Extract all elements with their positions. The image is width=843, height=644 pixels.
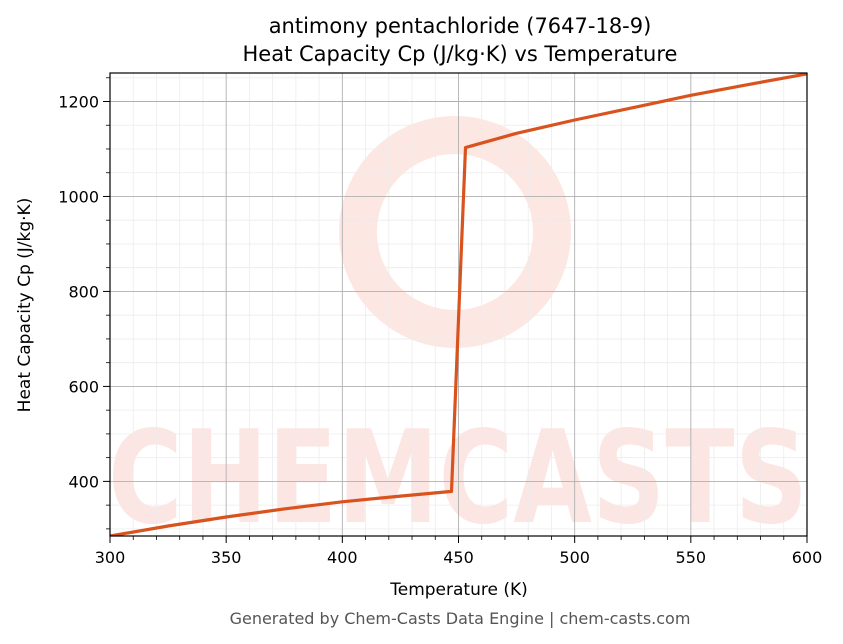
- y-tick-label: 1200: [58, 92, 99, 111]
- x-tick-label: 350: [211, 548, 242, 567]
- x-tick-label: 300: [95, 548, 126, 567]
- series-layer: [110, 73, 807, 536]
- x-tick-label: 500: [559, 548, 590, 567]
- series-line-0: [110, 73, 807, 536]
- x-axis-label: Temperature (K): [389, 580, 528, 600]
- y-tick-label: 800: [68, 282, 99, 301]
- y-tick-label: 400: [68, 472, 99, 491]
- y-tick-label: 600: [68, 377, 99, 396]
- watermark-text: CHEMCASTS: [108, 404, 808, 553]
- chart-subtitle: Heat Capacity Cp (J/kg·K) vs Temperature: [243, 42, 678, 66]
- x-tick-label: 400: [327, 548, 358, 567]
- chart-title: antimony pentachloride (7647-18-9): [269, 14, 652, 38]
- x-tick-label: 600: [792, 548, 823, 567]
- footer-credit: Generated by Chem-Casts Data Engine | ch…: [230, 609, 691, 628]
- y-axis-label: Heat Capacity Cp (J/kg·K): [15, 198, 35, 413]
- x-tick-label: 550: [676, 548, 707, 567]
- y-tick-label: 1000: [58, 187, 99, 206]
- y-axis-ticks: 400 600 800 1000 1200: [58, 77, 110, 530]
- x-axis-ticks: 300 350 400 450 500 550 600: [95, 536, 823, 567]
- x-tick-label: 450: [443, 548, 474, 567]
